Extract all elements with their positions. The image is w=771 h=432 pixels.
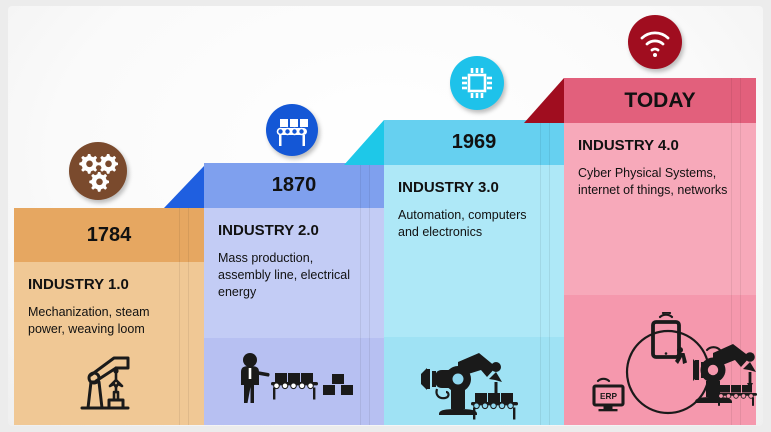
svg-text:ERP: ERP bbox=[600, 391, 618, 401]
